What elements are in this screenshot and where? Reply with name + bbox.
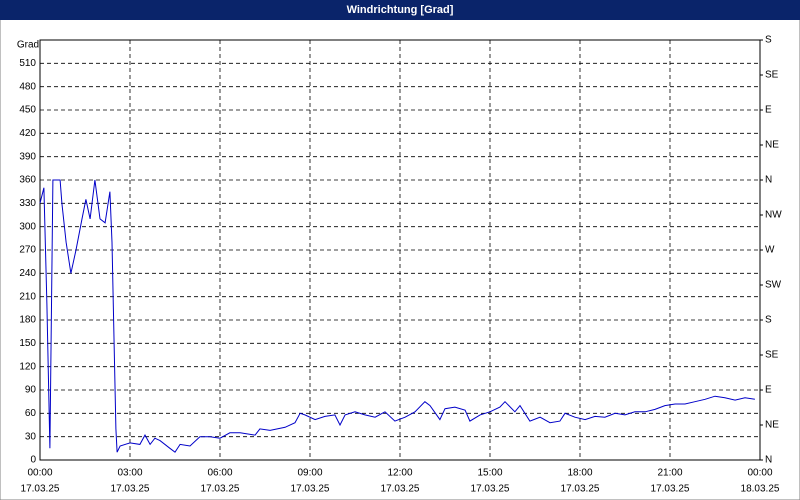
x-tick-date: 17.03.25 <box>561 484 600 495</box>
y-tick-label: 0 <box>30 455 36 466</box>
y-tick-label: 30 <box>25 431 37 442</box>
y2-tick-label: W <box>765 245 775 256</box>
y-tick-label: 210 <box>19 291 36 302</box>
data-line <box>39 179 755 453</box>
plot-border <box>39 39 761 461</box>
y2-tick-label: NE <box>765 140 779 151</box>
y-tick-label: 60 <box>25 408 37 419</box>
x-tick-label: 00:00 <box>747 468 772 479</box>
x-tick-label: 09:00 <box>297 468 322 479</box>
chart-title: Windrichtung [Grad] <box>347 4 454 16</box>
x-tick-date: 17.03.25 <box>651 484 690 495</box>
y-tick-label: 390 <box>19 151 36 162</box>
y-tick-label: 120 <box>19 361 36 372</box>
y-tick-label: 480 <box>19 81 36 92</box>
x-tick-label: 00:00 <box>27 468 52 479</box>
y2-tick-label: N <box>765 175 772 186</box>
title-bar <box>0 0 800 20</box>
x-tick-date: 17.03.25 <box>471 484 510 495</box>
y-tick-label: 240 <box>19 268 36 279</box>
x-tick-label: 12:00 <box>387 468 412 479</box>
y-tick-label: 510 <box>19 58 36 69</box>
y-tick-label: 180 <box>19 315 36 326</box>
y-tick-label: 360 <box>19 175 36 186</box>
y2-tick-label: E <box>765 105 772 116</box>
x-tick-date: 17.03.25 <box>201 484 240 495</box>
x-tick-date: 17.03.25 <box>21 484 60 495</box>
y2-tick-label: NE <box>765 420 779 431</box>
y2-tick-label: S <box>765 35 772 46</box>
x-tick-label: 03:00 <box>117 468 142 479</box>
y2-tick-label: NW <box>765 210 782 221</box>
y-tick-label: 150 <box>19 338 36 349</box>
x-tick-label: 18:00 <box>567 468 592 479</box>
y2-tick-label: SE <box>765 70 779 81</box>
x-tick-date: 17.03.25 <box>111 484 150 495</box>
y2-tick-label: E <box>765 385 772 396</box>
y-axis-label: Grad <box>17 40 39 51</box>
x-tick-label: 06:00 <box>207 468 232 479</box>
y-tick-label: 300 <box>19 221 36 232</box>
y2-tick-label: SE <box>765 350 779 361</box>
x-tick-label: 15:00 <box>477 468 502 479</box>
x-tick-date: 17.03.25 <box>291 484 330 495</box>
y2-tick-label: S <box>765 315 772 326</box>
y-tick-label: 420 <box>19 128 36 139</box>
y2-tick-label: SW <box>765 280 782 291</box>
x-tick-date: 18.03.25 <box>741 484 780 495</box>
y-tick-label: 90 <box>25 385 37 396</box>
y-tick-label: 330 <box>19 198 36 209</box>
y2-tick-label: N <box>765 455 772 466</box>
x-tick-date: 17.03.25 <box>381 484 420 495</box>
y-tick-label: 450 <box>19 105 36 116</box>
x-tick-label: 21:00 <box>657 468 682 479</box>
y-tick-label: 270 <box>19 245 36 256</box>
